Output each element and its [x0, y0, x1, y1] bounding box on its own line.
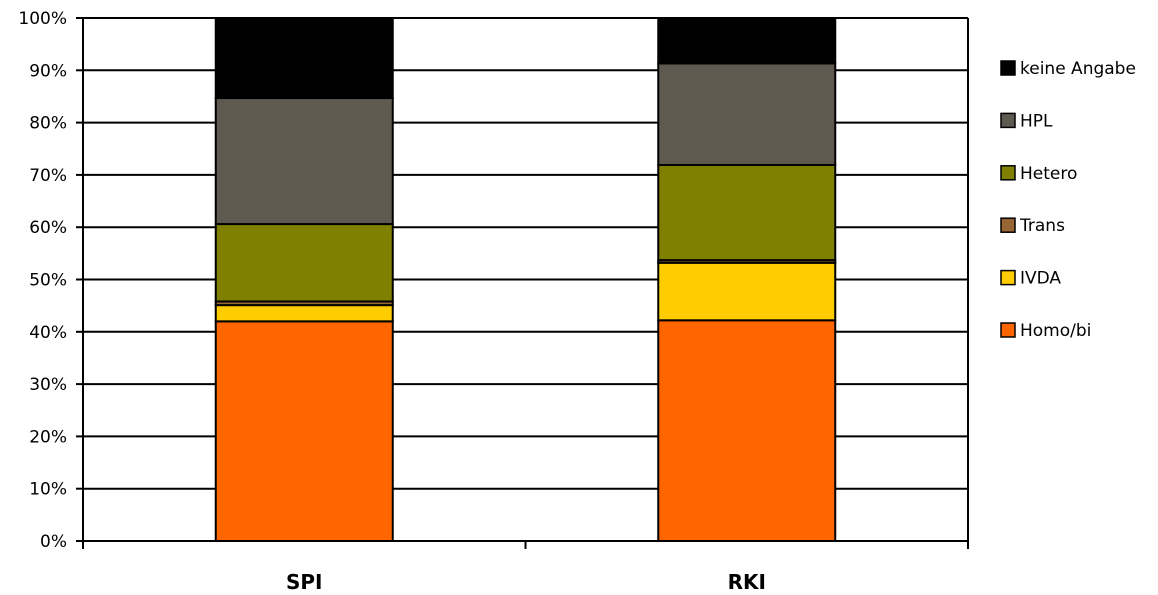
x-axis-category-labels: SPI RKI — [286, 570, 766, 594]
y-tick-label: 90% — [29, 61, 67, 81]
bar-segment-spi-ivda — [214, 304, 394, 323]
bar-segment-rki-hetero — [657, 163, 837, 262]
axes — [76, 17, 969, 549]
y-tick-label: 70% — [29, 166, 67, 186]
bar-segment-rki-hpl — [657, 62, 837, 166]
legend-swatch — [1000, 217, 1016, 233]
y-axis-tick-labels: 0% 10% 20% 30% 40% 50% 60% 70% 80% 90% 100% — [18, 9, 67, 552]
y-tick-label: 60% — [29, 218, 67, 238]
bar-segment-spi-hetero — [214, 223, 394, 303]
legend-label: Homo/bi — [1020, 321, 1091, 341]
bar-stacks — [214, 17, 837, 542]
bar-segment-spi-homo-bi — [214, 320, 394, 542]
y-tick-label: 100% — [18, 9, 67, 29]
legend-swatch — [1000, 60, 1016, 76]
y-tick-label: 20% — [29, 427, 67, 447]
y-tick-label: 10% — [29, 480, 67, 500]
legend-label: HPL — [1020, 111, 1053, 131]
y-tick-label: 0% — [40, 532, 67, 552]
bar-segment-rki-homo-bi — [657, 319, 837, 542]
legend-label: Hetero — [1020, 164, 1077, 184]
legend-label: keine Angabe — [1020, 59, 1136, 79]
bar-segment-spi-keine-angabe — [214, 17, 394, 100]
y-tick-label: 80% — [29, 114, 67, 134]
bar-segment-rki-keine-angabe — [657, 17, 837, 65]
legend-label: IVDA — [1020, 269, 1061, 289]
x-category-label: RKI — [728, 570, 766, 594]
legend-swatch — [1000, 112, 1016, 129]
y-tick-label: 40% — [29, 323, 67, 343]
bar-segment-spi-hpl — [214, 97, 394, 226]
legend-swatch — [1000, 269, 1016, 286]
x-category-label: SPI — [286, 570, 323, 594]
legend-swatch — [1000, 165, 1016, 181]
bar-segment-rki-ivda — [657, 261, 837, 322]
y-tick-label: 50% — [29, 271, 67, 291]
legend-swatch — [1000, 322, 1016, 338]
y-tick-label: 30% — [29, 375, 67, 395]
legend: keine Angabe HPL Hetero Trans IVDA Homo/bi — [1000, 59, 1136, 341]
legend-label: Trans — [1019, 216, 1065, 236]
